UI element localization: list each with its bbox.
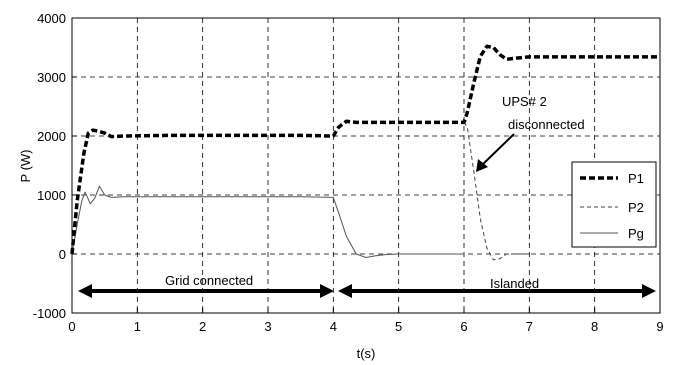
annotation-arrow bbox=[476, 133, 515, 172]
y-axis-label: P (W) bbox=[18, 150, 33, 183]
islanded-label: Islanded bbox=[490, 276, 539, 291]
x-tick-label: 6 bbox=[460, 319, 467, 334]
legend-label-p1: P1 bbox=[628, 171, 644, 186]
y-tick-label: -1000 bbox=[33, 306, 66, 321]
series-line-p2 bbox=[463, 122, 530, 261]
x-tick-label: 3 bbox=[264, 319, 271, 334]
annotation-disconnected: disconnected bbox=[508, 117, 585, 132]
grid-connected-label: Grid connected bbox=[165, 273, 253, 288]
series-line-p1 bbox=[70, 44, 660, 255]
annotation-ups2: UPS# 2 bbox=[502, 94, 547, 109]
x-tick-label: 8 bbox=[591, 319, 598, 334]
series bbox=[70, 44, 660, 261]
x-tick-label: 7 bbox=[526, 319, 533, 334]
x-tick-label: 2 bbox=[199, 319, 206, 334]
legend: P1 P2 Pg bbox=[571, 161, 657, 248]
x-tick-label: 5 bbox=[395, 319, 402, 334]
plot-frame bbox=[71, 17, 661, 314]
x-tick-label: 4 bbox=[330, 319, 337, 334]
grid-connected-arrow bbox=[78, 284, 334, 298]
x-axis-label: t(s) bbox=[357, 346, 376, 361]
x-tick-label: 0 bbox=[68, 319, 75, 334]
grid bbox=[72, 18, 660, 313]
x-tick-label: 1 bbox=[134, 319, 141, 334]
x-tick-label: 9 bbox=[656, 319, 663, 334]
islanded-arrow bbox=[338, 284, 656, 298]
y-tick-label: 4000 bbox=[37, 11, 66, 26]
y-tick-label: 3000 bbox=[37, 70, 66, 85]
y-tick-label: 1000 bbox=[37, 188, 66, 203]
legend-label-p2: P2 bbox=[628, 200, 644, 215]
series-line-pg bbox=[71, 185, 464, 258]
y-tick-label: 2000 bbox=[37, 129, 66, 144]
y-tick-label: 0 bbox=[59, 247, 66, 262]
legend-label-pg: Pg bbox=[628, 226, 644, 241]
